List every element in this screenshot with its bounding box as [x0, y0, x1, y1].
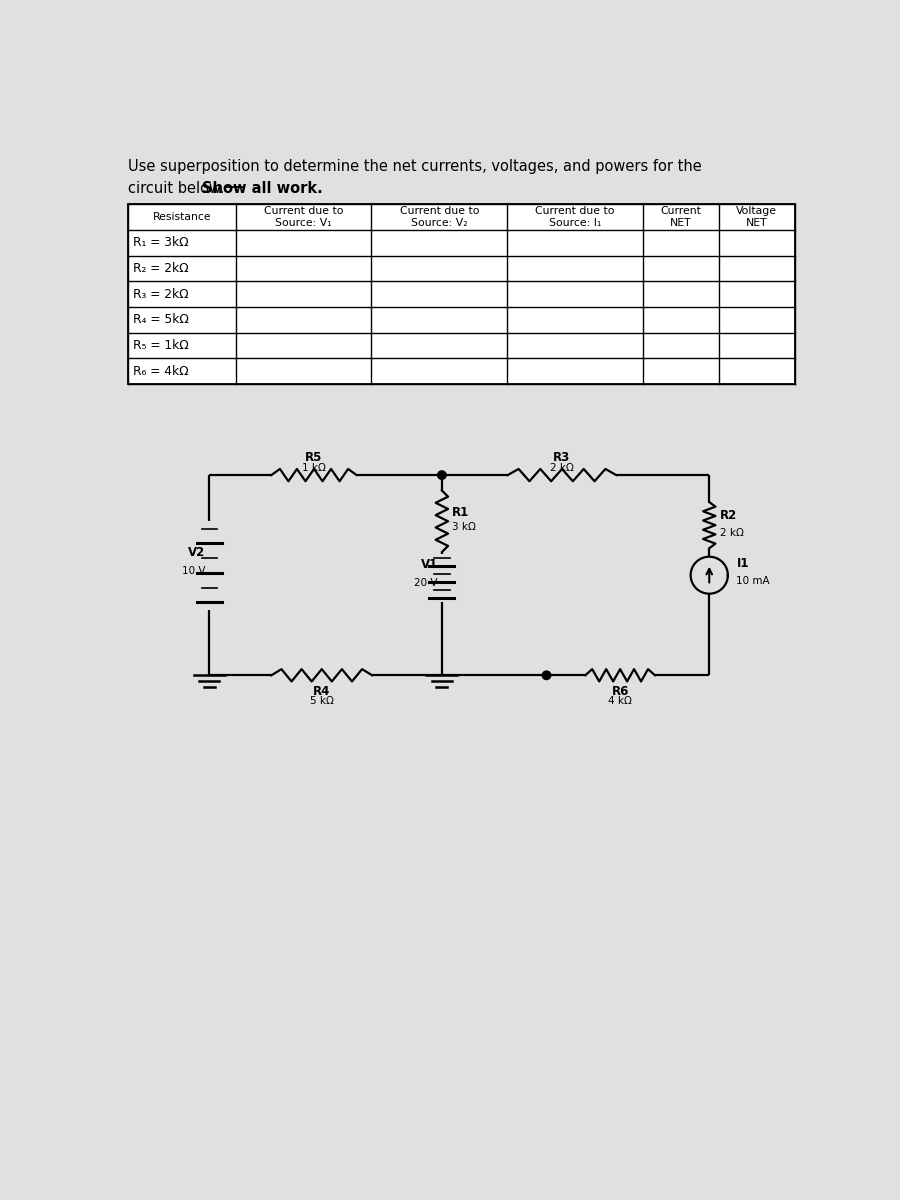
Text: R6: R6: [611, 685, 629, 698]
Text: Current due to
Source: I₁: Current due to Source: I₁: [536, 205, 615, 228]
Text: R4: R4: [313, 685, 330, 698]
Text: 10 V: 10 V: [182, 566, 205, 576]
Text: Current
NET: Current NET: [661, 205, 701, 228]
Text: R₆ = 4kΩ: R₆ = 4kΩ: [133, 365, 189, 378]
Text: V1: V1: [421, 558, 438, 571]
Text: Current due to
Source: V₂: Current due to Source: V₂: [400, 205, 479, 228]
Text: R5: R5: [305, 451, 323, 464]
Text: 10 mA: 10 mA: [736, 576, 770, 586]
Text: 3 kΩ: 3 kΩ: [452, 522, 476, 533]
Text: I1: I1: [736, 557, 749, 570]
Text: R1: R1: [452, 505, 469, 518]
Text: V2: V2: [188, 546, 205, 559]
Text: 2 kΩ: 2 kΩ: [550, 463, 574, 473]
Text: R₄ = 5kΩ: R₄ = 5kΩ: [133, 313, 189, 326]
Text: 1 kΩ: 1 kΩ: [302, 463, 326, 473]
Text: Voltage
NET: Voltage NET: [736, 205, 777, 228]
Text: R₃ = 2kΩ: R₃ = 2kΩ: [133, 288, 189, 301]
Text: circuit below.: circuit below.: [128, 181, 234, 196]
Text: Show all work.: Show all work.: [202, 181, 322, 196]
Circle shape: [542, 671, 551, 679]
Text: R2: R2: [720, 510, 737, 522]
Text: Current due to
Source: V₁: Current due to Source: V₁: [264, 205, 344, 228]
Text: 20 V: 20 V: [415, 578, 438, 588]
Text: 4 kΩ: 4 kΩ: [608, 696, 632, 706]
Text: R₁ = 3kΩ: R₁ = 3kΩ: [133, 236, 189, 250]
Text: 2 kΩ: 2 kΩ: [720, 528, 744, 538]
Text: R₅ = 1kΩ: R₅ = 1kΩ: [133, 340, 189, 352]
Circle shape: [437, 470, 446, 479]
Text: Resistance: Resistance: [153, 212, 211, 222]
Bar: [128, 204, 795, 384]
Text: R3: R3: [554, 451, 571, 464]
Text: Use superposition to determine the net currents, voltages, and powers for the: Use superposition to determine the net c…: [128, 160, 702, 174]
Text: 5 kΩ: 5 kΩ: [310, 696, 334, 706]
Text: R₂ = 2kΩ: R₂ = 2kΩ: [133, 262, 189, 275]
